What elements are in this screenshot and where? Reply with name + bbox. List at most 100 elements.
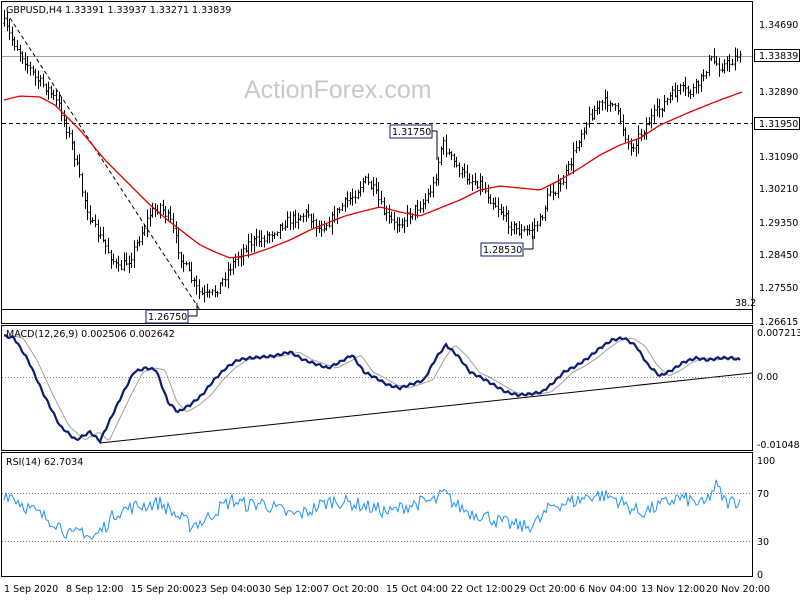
ohlc-bar — [362, 177, 365, 193]
ohlc-bar — [500, 203, 503, 216]
ohlc-bar — [227, 262, 230, 289]
ohlc-bar — [533, 218, 536, 239]
ohlc-bar — [455, 156, 458, 168]
ohlc-bar — [406, 205, 409, 227]
callout-high-label: 1.31750 — [392, 127, 431, 138]
ohlc-bar — [13, 36, 16, 51]
ohlc-bar — [172, 213, 175, 233]
macd-tick: 0.00 — [757, 372, 778, 383]
ohlc-bar — [115, 258, 118, 269]
ohlc-bar — [622, 114, 625, 137]
callout-low: 1.26750 — [145, 303, 198, 324]
macd-tick: -0.01048 — [757, 440, 800, 451]
ohlc-bar — [229, 263, 232, 276]
ohlc-bar — [260, 230, 263, 247]
ohlc-bar — [266, 230, 269, 244]
ohlc-bar — [141, 226, 144, 246]
ohlc-bar — [674, 82, 677, 98]
ohlc-bar — [715, 56, 718, 66]
ohlc-bar — [684, 76, 687, 97]
ohlc-bar — [458, 162, 461, 178]
ohlc-bar — [94, 214, 97, 228]
ohlc-bar — [208, 289, 211, 299]
macd-signal-line — [4, 335, 740, 441]
ohlc-bar — [450, 151, 453, 161]
ohlc-bar — [468, 173, 471, 185]
ohlc-bar — [736, 48, 739, 62]
ohlc-bar — [162, 199, 165, 215]
ohlc-bar — [73, 140, 76, 167]
ohlc-bar — [682, 82, 685, 92]
time-tick: 22 Oct 12:00 — [451, 584, 513, 595]
ohlc-bar — [580, 129, 583, 148]
ohlc-bar — [240, 248, 243, 267]
level-price-label: 1.31950 — [759, 119, 798, 130]
ohlc-bar — [424, 193, 427, 209]
ohlc-bar — [679, 83, 682, 95]
ohlc-bar — [398, 217, 401, 233]
ohlc-bar — [216, 290, 219, 298]
ohlc-bar — [598, 100, 601, 115]
ohlc-bar — [728, 54, 731, 72]
ohlc-bar — [484, 181, 487, 194]
time-axis: 1 Sep 2020 8 Sep 12:00 15 Sep 20:00 23 S… — [4, 584, 770, 595]
ohlc-bar — [123, 252, 126, 272]
ohlc-bar — [130, 252, 133, 268]
ohlc-bar — [305, 208, 308, 222]
rsi-header: RSI(14) 62.7034 — [6, 457, 83, 468]
ohlc-bar — [99, 226, 102, 239]
ohlc-bar — [518, 221, 521, 236]
ohlc-bar — [734, 47, 737, 71]
falling-trendline — [9, 17, 201, 311]
ohlc-bar — [739, 50, 742, 63]
ohlc-bar — [258, 230, 261, 247]
ohlc-bar — [669, 92, 672, 104]
ohlc-bar — [214, 285, 217, 298]
ohlc-bar — [34, 68, 37, 86]
ohlc-bar — [50, 85, 53, 98]
ohlc-bar — [359, 181, 362, 197]
time-tick: 13 Nov 12:00 — [641, 584, 705, 595]
ohlc-bar — [653, 104, 656, 125]
ohlc-bar — [692, 83, 695, 97]
ohlc-bar — [645, 117, 648, 140]
ohlc-bar — [663, 95, 666, 112]
ohlc-bar — [572, 142, 575, 174]
fib-label: 38.2 — [735, 298, 756, 309]
ohlc-bar — [107, 237, 110, 254]
ohlc-bar — [403, 217, 406, 233]
ohlc-bar — [661, 107, 664, 118]
macd-axis: 0.007213 0.00 -0.01048 — [757, 328, 800, 451]
price-tick: 1.34690 — [759, 20, 798, 31]
ohlc-bar — [463, 163, 466, 178]
ohlc-bar — [687, 85, 690, 97]
ohlc-bar — [479, 173, 482, 196]
current-price-label: 1.33839 — [759, 51, 798, 62]
ohlc-bar — [721, 63, 724, 73]
price-tick: 1.30210 — [759, 184, 798, 195]
ohlc-bar — [689, 89, 692, 99]
ohlc-bar — [250, 233, 253, 253]
ohlc-bar — [429, 184, 432, 198]
ohlc-bar — [635, 138, 638, 157]
ohlc-bar — [502, 206, 505, 221]
ohlc-bar — [427, 188, 430, 204]
ohlc-bar — [177, 227, 180, 260]
rsi-tick: 30 — [757, 537, 769, 548]
ohlc-bar — [81, 172, 84, 197]
ohlc-bar — [697, 80, 700, 94]
ohlc-bar — [377, 182, 380, 208]
ohlc-bar — [242, 244, 245, 266]
price-tick: 1.31090 — [759, 152, 798, 163]
ohlc-bar — [68, 126, 71, 138]
ohlc-bar — [604, 89, 607, 110]
ohlc-bar — [336, 208, 339, 225]
ohlc-bar — [435, 173, 438, 187]
ohlc-bar — [351, 188, 354, 206]
ohlc-bar — [195, 275, 198, 295]
ohlc-bar — [440, 146, 443, 166]
ohlc-bar — [723, 59, 726, 74]
ohlc-bar — [448, 148, 451, 156]
ohlc-bar — [37, 70, 40, 89]
ohlc-bar — [45, 83, 48, 96]
